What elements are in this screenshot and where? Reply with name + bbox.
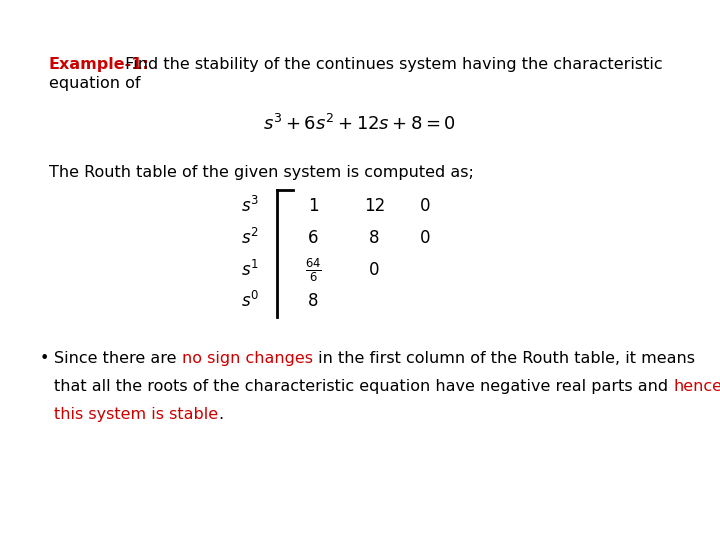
Text: 12: 12: [364, 197, 385, 215]
Text: that all the roots of the characteristic equation have negative real parts and: that all the roots of the characteristic…: [54, 379, 673, 394]
Text: 6: 6: [308, 228, 318, 247]
Text: $s^3$: $s^3$: [241, 196, 259, 217]
Text: $s^3 + 6s^2 + 12s + 8 = 0$: $s^3 + 6s^2 + 12s + 8 = 0$: [264, 113, 456, 133]
Text: 0: 0: [420, 228, 430, 247]
Text: $s^0$: $s^0$: [241, 291, 259, 311]
Text: hence: hence: [673, 379, 720, 394]
Text: •: •: [40, 351, 49, 366]
Text: 0: 0: [420, 197, 430, 215]
Text: in the first column of the Routh table, it means: in the first column of the Routh table, …: [312, 351, 695, 366]
Text: The Routh table of the given system is computed as;: The Routh table of the given system is c…: [49, 165, 474, 180]
Text: 1: 1: [308, 197, 318, 215]
Text: 0: 0: [369, 261, 379, 279]
Text: $s^1$: $s^1$: [241, 260, 259, 280]
Text: .: .: [218, 407, 223, 422]
Text: 8: 8: [369, 228, 379, 247]
Text: Since there are: Since there are: [54, 351, 181, 366]
Text: equation of: equation of: [49, 76, 140, 91]
Text: $\frac{64}{6}$: $\frac{64}{6}$: [305, 256, 322, 284]
Text: 8: 8: [308, 292, 318, 310]
Text: this system is stable: this system is stable: [54, 407, 218, 422]
Text: Find the stability of the continues system having the characteristic: Find the stability of the continues syst…: [120, 57, 662, 72]
Text: no sign changes: no sign changes: [181, 351, 312, 366]
Text: $s^2$: $s^2$: [241, 227, 259, 248]
Text: Example-1:: Example-1:: [49, 57, 150, 72]
